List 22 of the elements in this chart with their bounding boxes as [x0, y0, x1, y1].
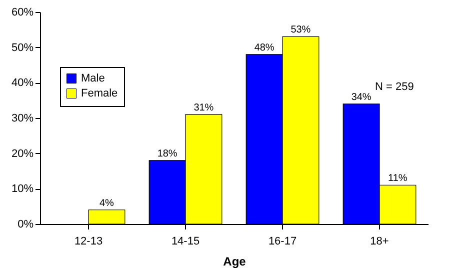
y-tick-label: 60% — [11, 6, 34, 18]
legend-label: Male — [81, 72, 105, 84]
y-tick-label: 0% — [18, 218, 34, 230]
x-tick-label: 18+ — [370, 236, 389, 248]
x-tick-label: 16-17 — [268, 236, 297, 248]
annotation: N = 259 — [375, 81, 414, 93]
y-tick-label: 30% — [11, 112, 34, 124]
x-axis-title: Age — [223, 254, 246, 268]
y-tick-label: 40% — [11, 77, 34, 90]
data-label: 31% — [194, 102, 214, 114]
data-label: 18% — [157, 148, 178, 160]
data-label: 4% — [99, 198, 114, 209]
data-label: 53% — [290, 24, 311, 36]
data-label: 34% — [351, 92, 372, 103]
legend-label: Female — [81, 88, 118, 100]
y-tick-label: 10% — [11, 183, 34, 196]
y-tick-label: 20% — [11, 148, 34, 160]
data-label: 11% — [388, 173, 408, 184]
data-label: 48% — [254, 42, 274, 54]
x-tick-label: 12-13 — [74, 236, 103, 248]
y-tick-label: 50% — [11, 42, 34, 54]
x-tick-label: 14-15 — [171, 236, 200, 248]
